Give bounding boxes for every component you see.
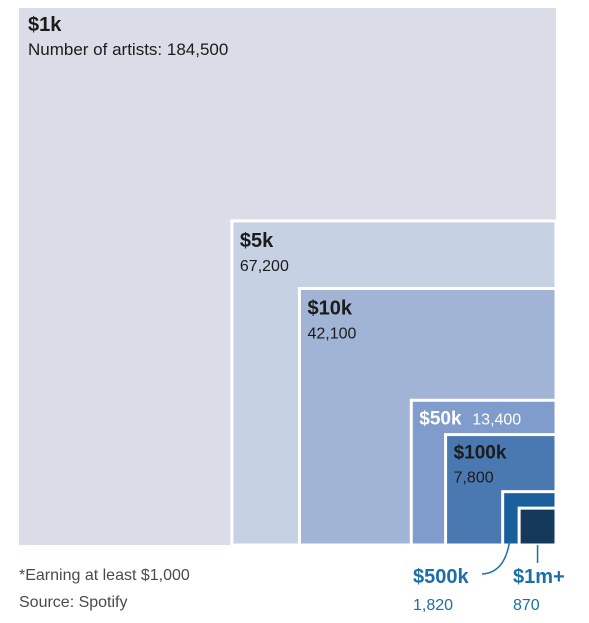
tier-square-7 [517, 506, 558, 547]
tier-label-count: Number of artists: 184,500 [28, 40, 228, 59]
tier-label-count: 67,200 [240, 258, 289, 275]
callout-label-name: $1m+ [513, 566, 565, 588]
tier-label-name: $1k [28, 14, 62, 36]
tier-label-name: $100k [454, 443, 507, 464]
callout-leader-line [481, 540, 511, 575]
tier-label-count: 13,400 [472, 411, 521, 428]
tier-label-name: $10k [307, 297, 352, 319]
tier-label-name: $50k [419, 408, 462, 429]
tier-label-name: $5k [240, 230, 274, 252]
callout-label-count: 870 [513, 597, 540, 614]
callout-label-name: $500k [413, 566, 469, 588]
footnote: *Earning at least $1,000 [19, 567, 190, 584]
callout-label-count: 1,820 [413, 597, 453, 614]
source-note: Source: Spotify [19, 594, 128, 611]
tier-label-count: 42,100 [307, 325, 356, 342]
tier-label-count: 7,800 [454, 470, 494, 487]
